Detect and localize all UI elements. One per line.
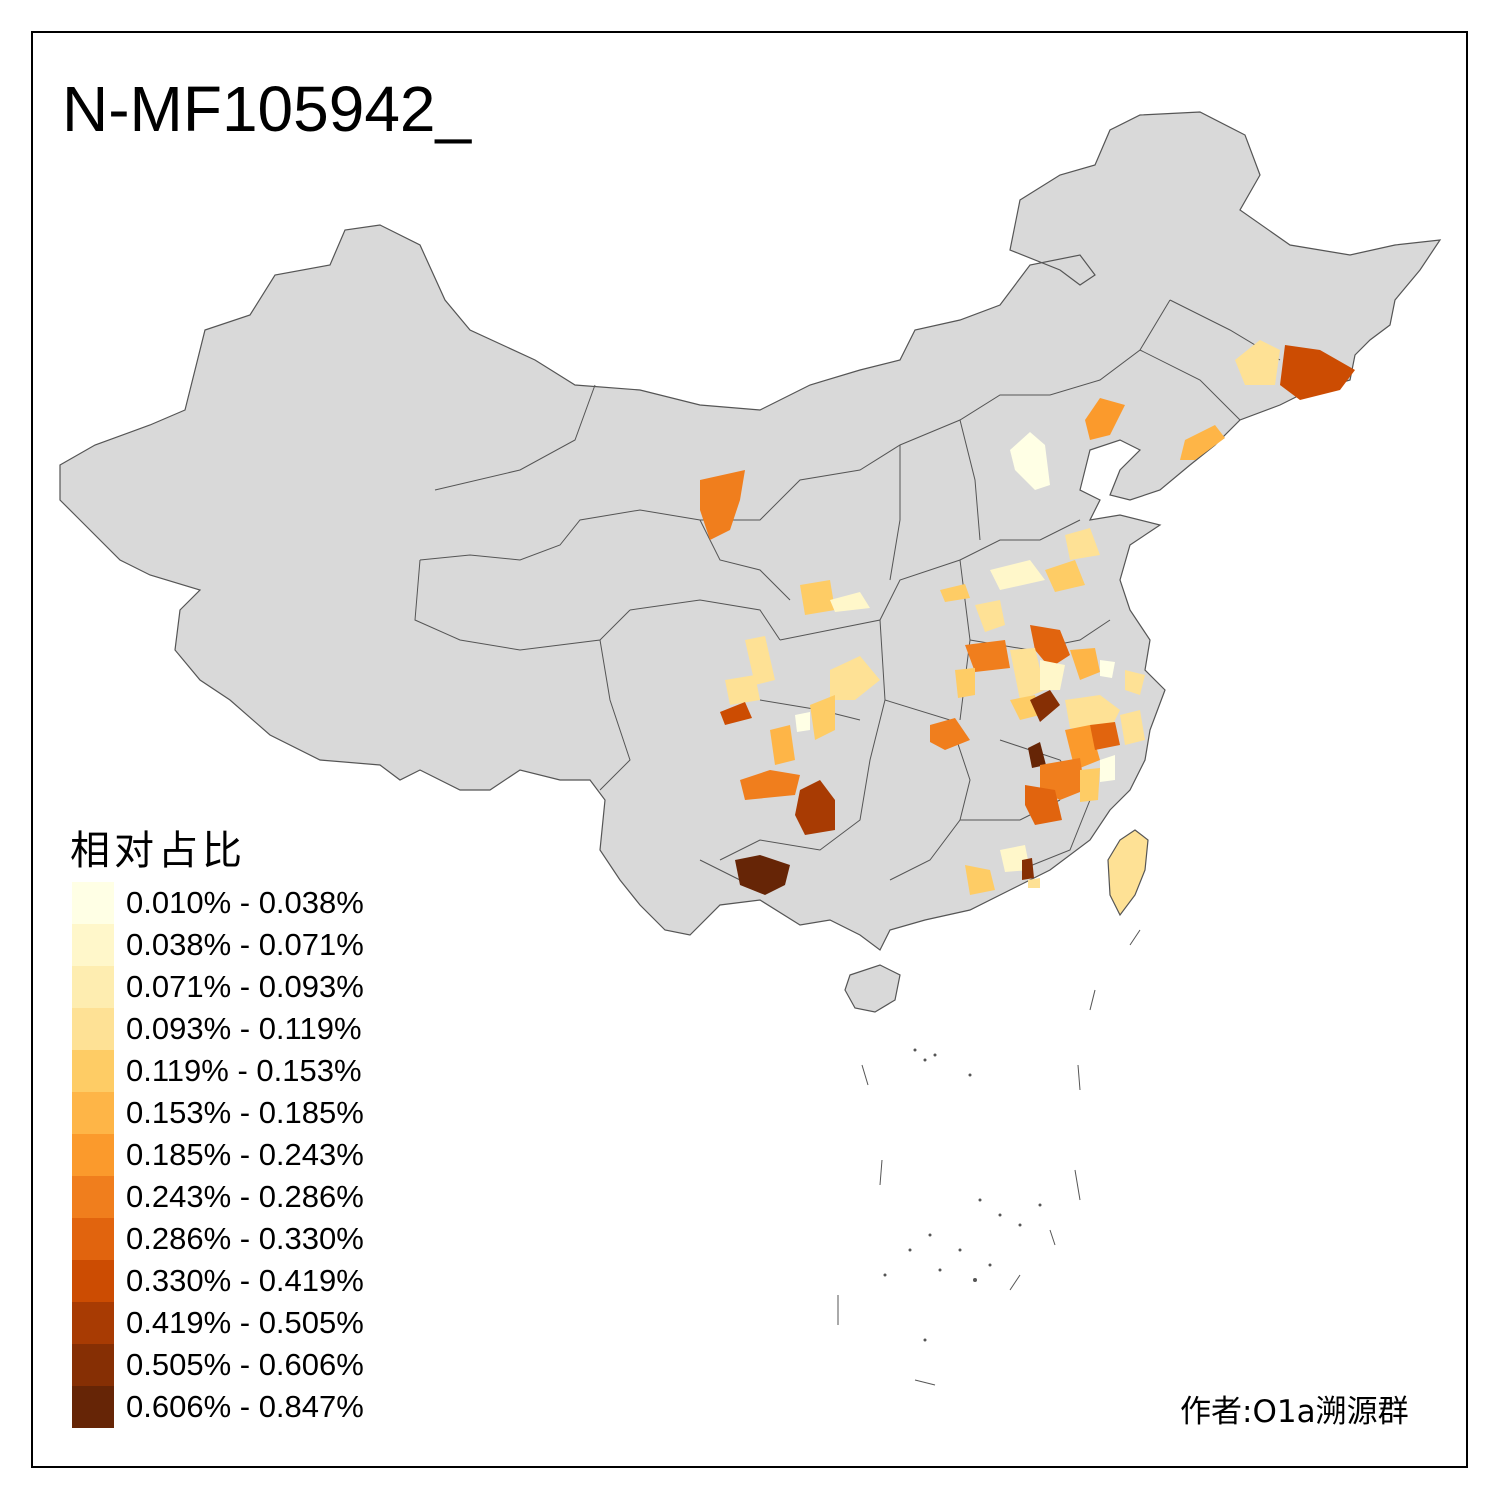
legend-item: 0.153% - 0.185%	[72, 1092, 364, 1134]
region	[700, 470, 745, 540]
region	[740, 770, 800, 800]
legend-label: 0.185% - 0.243%	[126, 1137, 364, 1172]
legend-label: 0.419% - 0.505%	[126, 1305, 364, 1340]
choropleth-regions	[700, 340, 1355, 895]
region	[810, 695, 835, 740]
legend-label: 0.010% - 0.038%	[126, 885, 364, 920]
region	[725, 675, 760, 705]
region	[1070, 648, 1100, 680]
region	[1235, 340, 1280, 385]
region	[1030, 625, 1070, 668]
region	[1280, 345, 1355, 400]
region	[735, 855, 790, 895]
region	[745, 636, 775, 685]
legend-label: 0.038% - 0.071%	[126, 927, 364, 962]
legend-swatch	[72, 1260, 114, 1302]
region	[930, 718, 970, 750]
legend-item: 0.119% - 0.153%	[72, 1050, 364, 1092]
region	[940, 584, 970, 602]
legend: 0.010% - 0.038% 0.038% - 0.071% 0.071% - 0…	[72, 882, 364, 1428]
region	[795, 712, 810, 732]
legend-item: 0.505% - 0.606%	[72, 1344, 364, 1386]
region	[795, 780, 835, 835]
region	[720, 702, 752, 725]
region	[830, 656, 880, 700]
region	[965, 865, 995, 895]
hainan-island	[844, 964, 901, 1013]
region	[830, 592, 870, 612]
legend-label: 0.071% - 0.093%	[126, 969, 364, 1004]
legend-label: 0.606% - 0.847%	[126, 1389, 364, 1424]
region	[1100, 660, 1115, 678]
map-frame	[31, 31, 1468, 1468]
legend-item: 0.093% - 0.119%	[72, 1008, 364, 1050]
legend-label: 0.093% - 0.119%	[126, 1011, 362, 1046]
legend-swatch	[72, 1134, 114, 1176]
legend-item: 0.330% - 0.419%	[72, 1260, 364, 1302]
author-credit: 作者:O1a溯源群	[1180, 1394, 1409, 1430]
legend-label: 0.330% - 0.419%	[126, 1263, 364, 1298]
legend-label: 0.119% - 0.153%	[126, 1053, 362, 1088]
legend-swatch	[72, 882, 114, 924]
legend-label: 0.505% - 0.606%	[126, 1347, 364, 1382]
region	[1180, 425, 1225, 460]
region	[1080, 768, 1100, 802]
region	[1010, 432, 1050, 490]
region	[965, 640, 1010, 672]
region	[1065, 695, 1120, 730]
region	[1030, 690, 1060, 722]
province-borders	[414, 299, 1281, 881]
region	[1125, 670, 1145, 695]
legend-item: 0.071% - 0.093%	[72, 966, 364, 1008]
region	[955, 668, 975, 698]
legend-item: 0.243% - 0.286%	[72, 1176, 364, 1218]
legend-item: 0.606% - 0.847%	[72, 1386, 364, 1428]
island-dots	[883, 1048, 1042, 1342]
legend-swatch	[72, 1092, 114, 1134]
region	[1120, 710, 1145, 745]
legend-item: 0.185% - 0.243%	[72, 1134, 364, 1176]
legend-label: 0.286% - 0.330%	[126, 1221, 364, 1256]
legend-label: 0.243% - 0.286%	[126, 1179, 364, 1214]
region	[1025, 785, 1062, 825]
legend-swatch	[72, 1176, 114, 1218]
mainland-china	[59, 111, 1442, 951]
legend-item: 0.038% - 0.071%	[72, 924, 364, 966]
legend-label: 0.153% - 0.185%	[126, 1095, 364, 1130]
region	[975, 600, 1005, 632]
region	[1040, 660, 1065, 690]
region	[1045, 560, 1085, 592]
region	[1100, 755, 1115, 782]
region	[770, 725, 795, 765]
region	[1090, 722, 1120, 750]
region	[1022, 858, 1034, 880]
region	[1085, 398, 1125, 440]
legend-item: 0.286% - 0.330%	[72, 1218, 364, 1260]
legend-swatch	[72, 1218, 114, 1260]
region	[1028, 878, 1040, 888]
map-title: N-MF105942_	[62, 73, 472, 145]
south-sea-markings	[837, 929, 1141, 1386]
region	[1010, 648, 1045, 700]
legend-swatch	[72, 1302, 114, 1344]
legend-swatch	[72, 1050, 114, 1092]
taiwan-island	[1107, 829, 1149, 917]
legend-item: 0.010% - 0.038%	[72, 882, 364, 924]
legend-swatch	[72, 924, 114, 966]
region	[990, 560, 1045, 590]
legend-title: 相对占比	[70, 828, 246, 874]
legend-item: 0.419% - 0.505%	[72, 1302, 364, 1344]
region	[1065, 528, 1100, 560]
region	[800, 580, 835, 615]
region	[1028, 742, 1046, 768]
legend-swatch	[72, 1008, 114, 1050]
legend-swatch	[72, 966, 114, 1008]
region	[1065, 725, 1100, 770]
legend-swatch	[72, 1344, 114, 1386]
legend-swatch	[72, 1386, 114, 1428]
